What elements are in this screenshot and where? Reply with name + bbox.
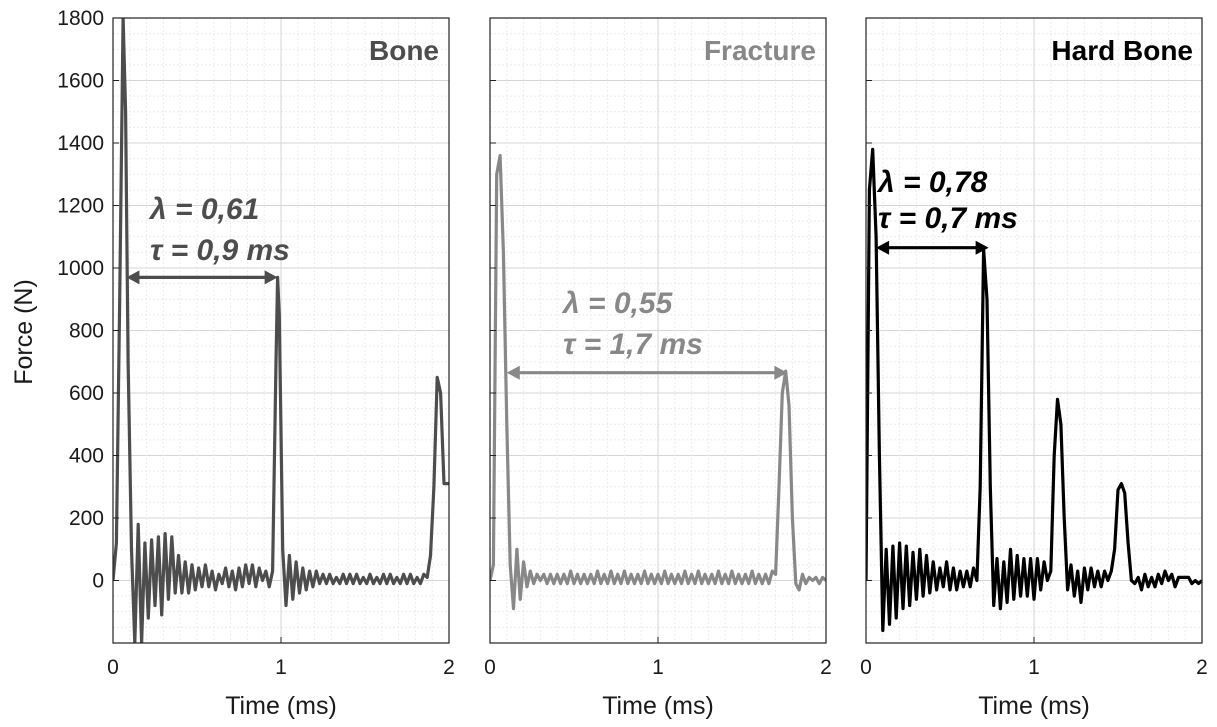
annotation-lambda: λ = 0,78 xyxy=(876,166,988,199)
y-tick-label: 400 xyxy=(69,445,104,468)
interval-arrow xyxy=(506,365,788,380)
annotation-lambda: λ = 0,55 xyxy=(561,287,674,320)
arrow-head-right xyxy=(264,270,278,285)
panel-title: Hard Bone xyxy=(1051,35,1193,66)
y-tick-label: 1400 xyxy=(57,132,104,155)
panel-title: Bone xyxy=(369,35,439,66)
series-line xyxy=(113,18,449,643)
annotation-tau: τ = 0,9 ms xyxy=(150,234,290,267)
y-axis-label: Force (N) xyxy=(10,279,38,385)
arrow-head-left xyxy=(506,365,520,380)
panel-bone: 0 1 2 Time (ms) Bone λ = 0,61 τ = 0,9 ms xyxy=(107,17,455,720)
y-tick-labels: 1800 1600 1400 1200 1000 800 600 400 200 0 xyxy=(57,7,104,593)
y-tick-label: 1000 xyxy=(57,257,104,280)
panel-fracture: 0 1 2 Time (ms) Fracture λ = 0,55 τ = 1,7 ms xyxy=(484,17,832,720)
y-tick-label: 800 xyxy=(69,320,104,343)
x-tick-label: 1 xyxy=(275,656,287,679)
x-tick-label: 2 xyxy=(1196,656,1208,679)
arrow-head-left xyxy=(126,270,140,285)
y-tick-label: 1200 xyxy=(57,195,104,218)
series-line xyxy=(490,153,826,611)
x-tick-label: 1 xyxy=(652,656,664,679)
y-tick-label: 0 xyxy=(92,570,104,593)
x-tick-label: 1 xyxy=(1028,656,1040,679)
x-tick-label: 2 xyxy=(820,656,832,679)
x-tick-label: 0 xyxy=(484,656,496,679)
annotation-tau: τ = 1,7 ms xyxy=(563,328,703,361)
y-tick-label: 600 xyxy=(69,382,104,405)
panel-title: Fracture xyxy=(704,35,816,66)
x-tick-label: 0 xyxy=(860,656,872,679)
arrow-head-right xyxy=(774,365,788,380)
y-tick-label: 1800 xyxy=(57,7,104,30)
grid xyxy=(489,17,827,644)
annotation-lambda: λ = 0,61 xyxy=(148,193,259,226)
panel-hard-bone: 0 1 2 Time (ms) Hard Bone λ = 0,78τ = 0,7 ms xyxy=(860,17,1208,720)
x-axis-label: Time (ms) xyxy=(602,692,714,720)
arrow-head-right xyxy=(975,240,989,255)
arrow-head-left xyxy=(876,240,890,255)
series-line xyxy=(866,147,1202,633)
annotation-tau: τ = 0,7 ms xyxy=(878,202,1018,235)
y-tick-label: 200 xyxy=(69,507,104,530)
y-tick-label: 1600 xyxy=(57,70,104,93)
panels: 0 1 2 Time (ms) Bone λ = 0,61 τ = 0,9 ms 0 1 2 Tim… xyxy=(107,17,1208,720)
x-tick-label: 0 xyxy=(107,656,119,679)
interval-arrow xyxy=(876,240,989,255)
x-tick-label: 2 xyxy=(443,656,455,679)
x-axis-label: Time (ms) xyxy=(225,692,337,720)
grid xyxy=(865,17,1203,644)
x-axis-label: Time (ms) xyxy=(978,692,1090,720)
interval-arrow xyxy=(126,270,278,285)
